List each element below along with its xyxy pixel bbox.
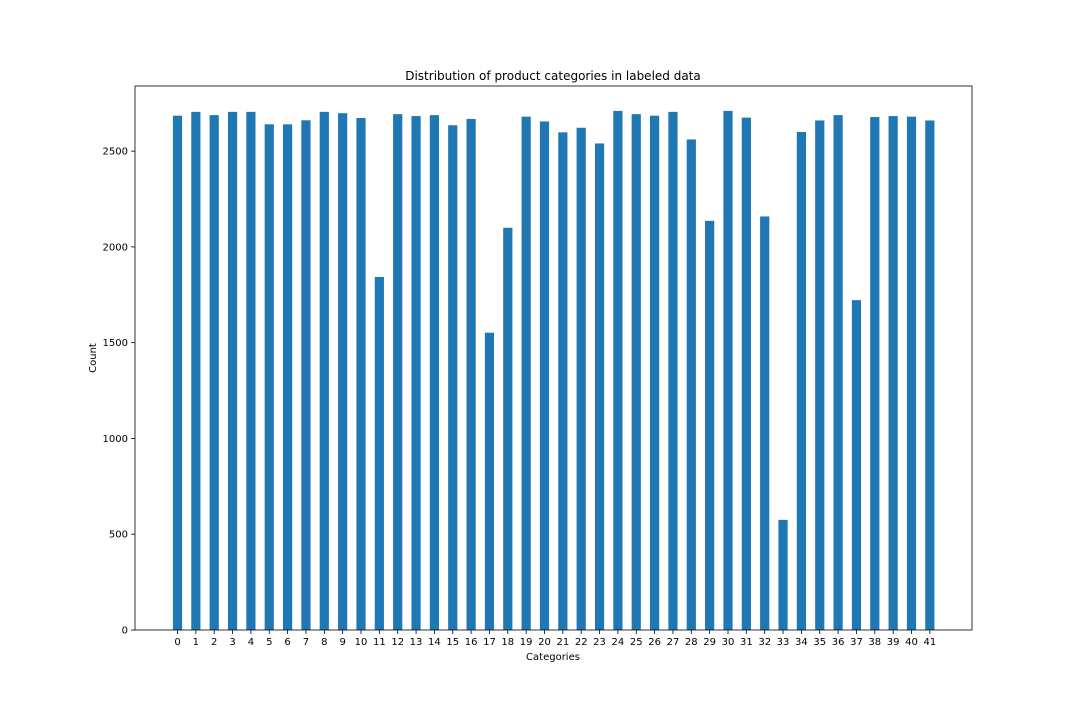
bar-7	[301, 120, 311, 630]
x-tick-label: 39	[887, 637, 900, 648]
x-tick-label: 15	[446, 637, 459, 648]
bar-13	[411, 116, 421, 630]
bar-1	[191, 111, 201, 631]
bar-0	[172, 115, 183, 630]
bar-32	[760, 216, 770, 630]
x-tick-label: 30	[722, 637, 735, 648]
x-tick-label: 40	[905, 637, 918, 648]
bar-15	[448, 125, 458, 631]
x-axis-ticks: 0 1 2 3 4 5 6 7 8 9 10 11 12 13 14 15 16 17 18 19 20 21 22 23 24…	[174, 630, 936, 648]
x-tick-label: 31	[740, 637, 753, 648]
x-tick-label: 16	[465, 637, 478, 648]
y-tick-label: 1000	[103, 434, 128, 445]
x-tick-label: 25	[630, 637, 643, 648]
bar-35	[815, 120, 825, 630]
x-tick-label: 33	[777, 637, 790, 648]
x-tick-label: 34	[795, 637, 808, 648]
x-tick-label: 28	[685, 637, 698, 648]
bar-23	[594, 143, 605, 630]
x-tick-label: 22	[575, 637, 588, 648]
y-tick-label: 2500	[103, 147, 128, 158]
x-tick-label: 9	[339, 637, 345, 648]
x-tick-label: 7	[303, 637, 309, 648]
bar-29	[705, 220, 715, 630]
plot-frame	[134, 85, 973, 631]
chart-title: Distribution of product categories in la…	[405, 69, 701, 83]
bar-22	[576, 127, 586, 630]
x-tick-label: 38	[868, 637, 881, 648]
x-tick-label: 19	[520, 637, 533, 648]
bar-20	[539, 121, 550, 630]
bar-39	[888, 116, 898, 630]
bar-21	[558, 132, 568, 630]
bar-18	[503, 227, 513, 630]
x-tick-label: 11	[373, 637, 386, 648]
x-tick-label: 41	[923, 637, 936, 648]
bars	[172, 110, 935, 631]
bar-34	[796, 131, 806, 630]
y-axis-label: Count	[88, 343, 99, 373]
x-tick-label: 4	[248, 637, 254, 648]
x-tick-label: 21	[556, 637, 569, 648]
bar-40	[906, 116, 917, 630]
x-tick-label: 27	[667, 637, 680, 648]
bar-6	[283, 124, 293, 630]
bar-27	[668, 111, 678, 631]
x-tick-label: 18	[501, 637, 514, 648]
x-tick-label: 14	[428, 637, 441, 648]
x-tick-label: 12	[391, 637, 404, 648]
bar-24	[613, 110, 623, 630]
bar-11	[374, 276, 384, 630]
bar-28	[686, 139, 696, 630]
bar-41	[925, 120, 935, 630]
bar-33	[778, 519, 788, 630]
x-tick-label: 2	[211, 637, 217, 648]
y-tick-label: 0	[122, 626, 128, 637]
x-tick-label: 32	[758, 637, 771, 648]
bar-31	[741, 117, 751, 631]
x-tick-label: 8	[321, 637, 327, 648]
x-tick-label: 23	[593, 637, 606, 648]
bar-19	[521, 116, 531, 630]
bar-12	[393, 114, 403, 630]
bar-2	[209, 115, 219, 631]
y-axis-ticks: 0 500 1000 1500 2000 2500	[103, 147, 135, 637]
bar-8	[319, 111, 329, 631]
x-tick-label: 36	[832, 637, 845, 648]
bar-26	[650, 115, 660, 630]
x-tick-label: 26	[648, 637, 661, 648]
bar-37	[851, 300, 862, 630]
bar-4	[246, 111, 256, 631]
x-tick-label: 10	[355, 637, 368, 648]
y-tick-label: 500	[109, 530, 128, 541]
bar-5	[264, 124, 274, 630]
x-tick-label: 0	[174, 637, 180, 648]
x-tick-label: 20	[538, 637, 551, 648]
bar-3	[227, 111, 238, 631]
x-axis-label: Categories	[526, 652, 580, 663]
bar-36	[833, 115, 843, 631]
y-tick-label: 2000	[103, 242, 128, 253]
bar-9	[338, 113, 348, 630]
x-tick-label: 17	[483, 637, 496, 648]
x-tick-label: 3	[229, 637, 235, 648]
x-tick-label: 37	[850, 637, 863, 648]
x-tick-label: 13	[410, 637, 423, 648]
y-tick-label: 1500	[103, 338, 128, 349]
bar-38	[870, 117, 880, 630]
bar-17	[484, 332, 495, 630]
x-tick-label: 35	[813, 637, 826, 648]
bar-30	[723, 110, 733, 630]
bar-10	[356, 117, 366, 631]
bar-16	[466, 118, 476, 630]
bar-14	[429, 115, 439, 631]
x-tick-label: 24	[612, 637, 625, 648]
x-tick-label: 29	[703, 637, 716, 648]
x-tick-label: 6	[284, 637, 290, 648]
bar-25	[631, 114, 641, 630]
x-tick-label: 5	[266, 637, 272, 648]
x-tick-label: 1	[193, 637, 199, 648]
